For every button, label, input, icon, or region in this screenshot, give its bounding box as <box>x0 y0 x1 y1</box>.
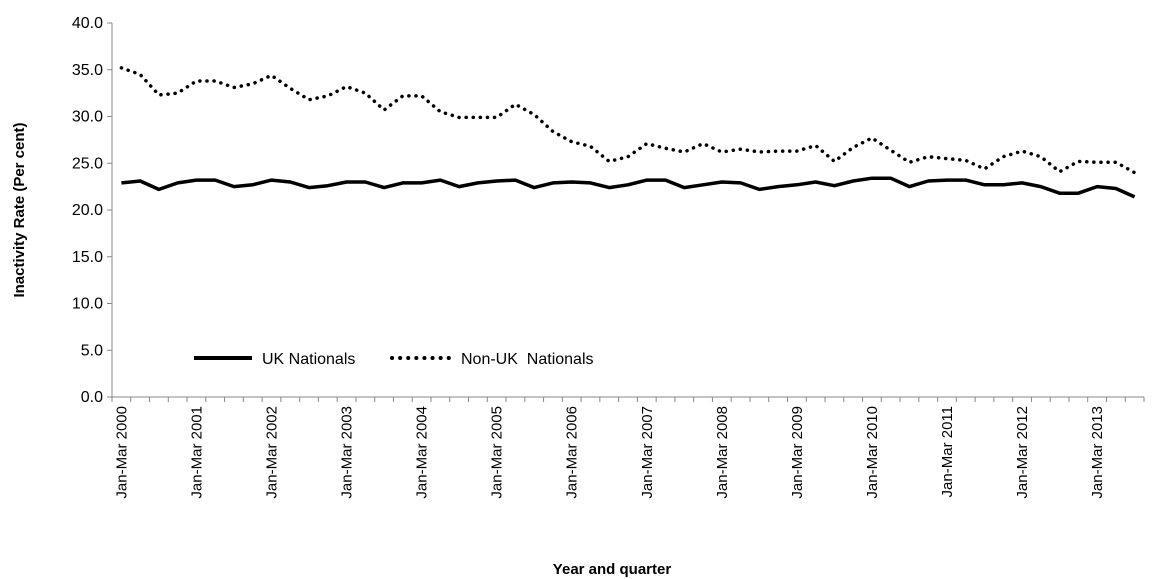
x-axis-ticks: Jan-Mar 2000 Jan-Mar 2001 Jan-Mar 2002 Jan-… <box>111 397 1145 499</box>
x-tick-label: Jan-Mar 2013 <box>1089 406 1106 499</box>
y-tick-label: 0.0 <box>81 389 103 406</box>
y-tick-label: 35.0 <box>72 62 103 79</box>
y-tick-label: 30.0 <box>72 109 103 126</box>
legend-label-non-uk-nationals: Non-UK Nationals <box>461 351 594 368</box>
y-tick-label: 5.0 <box>81 342 103 359</box>
x-tick-label: Jan-Mar 2003 <box>339 406 356 499</box>
x-tick-label: Jan-Mar 2005 <box>489 406 506 499</box>
x-tick-label: Jan-Mar 2010 <box>864 406 881 499</box>
x-tick-label: Jan-Mar 2001 <box>188 406 205 499</box>
series-line-non-uk-nationals <box>119 66 1137 175</box>
y-tick-label: 10.0 <box>72 296 103 313</box>
x-tick-label: Jan-Mar 2002 <box>263 406 280 499</box>
x-tick-label: Jan-Mar 2007 <box>639 406 656 499</box>
y-tick-label: 40.0 <box>72 15 103 32</box>
x-tick-label: Jan-Mar 2004 <box>414 406 431 499</box>
x-axis-title: Year and quarter <box>553 561 672 578</box>
x-tick-label: Jan-Mar 2000 <box>113 406 130 499</box>
x-tick-label: Jan-Mar 2012 <box>1014 406 1031 499</box>
x-tick-label: Jan-Mar 2006 <box>564 406 581 499</box>
y-axis-ticks: 0.0 5.0 10.0 15.0 20.0 25.0 30.0 35.0 40.0 <box>72 15 112 406</box>
y-tick-label: 20.0 <box>72 202 103 219</box>
legend: UK Nationals Non-UK Nationals <box>194 351 594 368</box>
x-tick-label: Jan-Mar 2009 <box>789 406 806 499</box>
y-tick-label: 25.0 <box>72 155 103 172</box>
x-tick-label: Jan-Mar 2011 <box>939 406 956 497</box>
series-layer <box>119 66 1137 199</box>
y-axis-title: Inactivity Rate (Per cent) <box>11 122 28 297</box>
legend-label-uk-nationals: UK Nationals <box>262 351 355 368</box>
x-tick-label: Jan-Mar 2008 <box>714 406 731 499</box>
series-line-uk-nationals <box>121 176 1136 199</box>
y-tick-label: 15.0 <box>72 249 103 266</box>
